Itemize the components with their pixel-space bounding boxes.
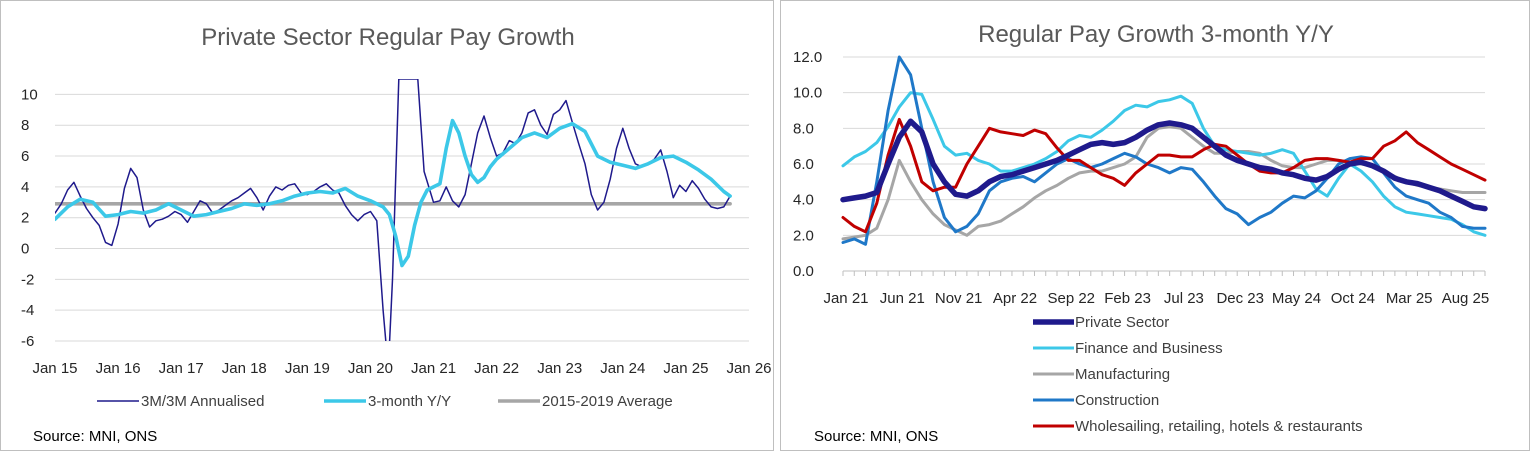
x-tick-label: Jan 22 [474,360,519,377]
x-tick-label: Jan 15 [32,360,77,377]
chart-title: Private Sector Regular Pay Growth [201,24,575,51]
y-tick-label: -2 [21,271,34,288]
legend-label-construction: Construction [1075,392,1159,409]
series-line-3-month-y-y [55,118,732,268]
series-line-construction [841,55,1487,246]
x-tick-label: Jul 23 [1164,290,1204,307]
chart-source: Source: MNI, ONS [33,428,157,445]
chart-private-sector-svg: Private Sector Regular Pay Growth 10 8 6 4 2… [21,24,772,445]
chart-panel-sector-breakdown: Regular Pay Growth 3-month Y/Y 12.0 10.0 8… [780,0,1530,451]
legend-label-finance-and-business: Finance and Business [1075,340,1223,357]
legend-label-3-month-y-y: 3-month Y/Y [368,393,451,410]
x-tick-label: Jan 18 [222,360,267,377]
x-tick-label: Apr 22 [993,290,1037,307]
x-tick-label: Jan 19 [285,360,330,377]
y-tick-label: 2.0 [793,227,814,244]
chart-title: Regular Pay Growth 3-month Y/Y [978,21,1334,48]
x-tick-label: Aug 25 [1442,290,1490,307]
y-tick-label: 8 [21,117,29,134]
x-tick-label: Jan 24 [600,360,645,377]
series-line-private-sector [840,118,1488,212]
y-tick-label: 10.0 [793,85,822,102]
y-tick-label: 4.0 [793,192,814,209]
y-tick-label: 6.0 [793,156,814,173]
legend-label-manufacturing: Manufacturing [1075,366,1170,383]
x-tick-label: Sep 22 [1047,290,1095,307]
x-tick-label: Nov 21 [935,290,983,307]
y-tick-label: -6 [21,333,34,350]
chart-panel-private-sector: Private Sector Regular Pay Growth 10 8 6 4 2… [0,0,774,451]
legend-label-2015-2019-average: 2015-2019 Average [542,393,673,410]
x-tick-label: Jan 21 [411,360,456,377]
x-tick-label: Jan 26 [726,360,771,377]
x-tick-label: Mar 25 [1386,290,1433,307]
legend-label-wholesailing-retailing-hotels-restaurants: Wholesailing, retailing, hotels & restau… [1075,418,1363,435]
x-tick-label: May 24 [1272,290,1321,307]
y-tick-label: 10 [21,86,38,103]
y-tick-label: -4 [21,302,34,319]
y-tick-label: 2 [21,210,29,227]
x-tick-label: Jan 23 [537,360,582,377]
legend-label-private-sector: Private Sector [1075,314,1169,331]
y-tick-label: 0 [21,241,29,258]
x-tick-label: Feb 23 [1104,290,1151,307]
x-tick-label: Oct 24 [1331,290,1375,307]
series-line-finance-and-business [841,91,1487,237]
x-tick-label: Jan 17 [159,360,204,377]
y-tick-label: 8.0 [793,120,814,137]
x-tick-label: Jan 25 [663,360,708,377]
y-tick-label: 4 [21,179,29,196]
chart-sector-breakdown-svg: Regular Pay Growth 3-month Y/Y 12.0 10.0 8… [793,21,1490,445]
x-tick-label: Jan 21 [823,290,868,307]
x-tick-label: Jun 21 [880,290,925,307]
x-tick-label: Jan 16 [96,360,141,377]
y-tick-label: 6 [21,148,29,165]
y-tick-label: 0.0 [793,263,814,280]
y-tick-label: 12.0 [793,49,822,66]
series-line-3m-3m-annualised [55,79,731,341]
legend-label-3m-3m-annualised: 3M/3M Annualised [141,393,264,410]
x-tick-label: Dec 23 [1216,290,1264,307]
x-tick-label: Jan 20 [348,360,393,377]
chart-source: Source: MNI, ONS [814,428,938,445]
